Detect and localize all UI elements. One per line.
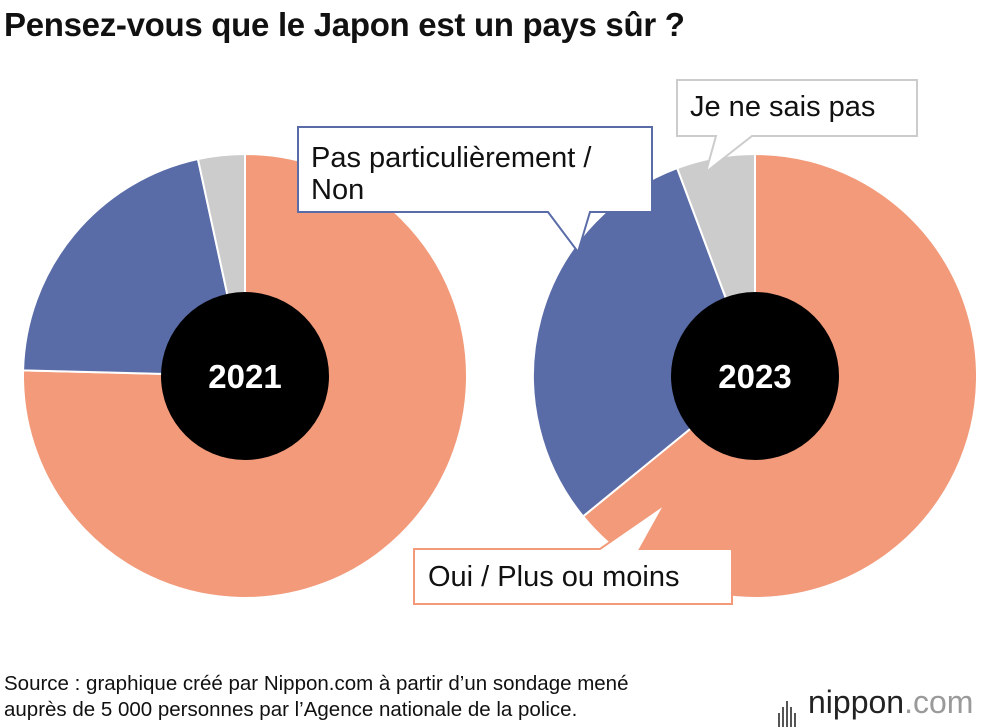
brand-name: nippon [808,684,905,720]
donut-chart-2021: 2021 [22,152,468,599]
callout-non-line-1: Pas particulièrement / [311,142,592,174]
callout-nsp: Je ne sais pas [676,79,918,175]
callout-non-line-2: Non [311,174,364,206]
callout-oui: Oui / Plus ou moins [413,503,733,605]
page-title: Pensez-vous que le Japon est un pays sûr… [4,6,685,43]
callout-nsp-text: Je ne sais pas [690,91,875,123]
donut-hole-2021 [161,292,329,460]
brand-suffix: .com [904,684,974,720]
nippon-logo: nippon .com [778,684,974,727]
source-note: Source : graphique créé par Nippon.com à… [4,671,629,723]
source-line-2: auprès de 5 000 personnes par l’Agence n… [4,698,578,721]
year-label-2021: 2021 [208,358,281,395]
callout-non: Pas particulièrement / Non [297,126,653,255]
source-line-1: Source : graphique créé par Nippon.com à… [4,672,629,695]
year-label-2023: 2023 [718,358,791,395]
donut-hole-2023 [671,292,839,460]
callout-oui-text: Oui / Plus ou moins [428,561,679,593]
logo-mark-icon [778,690,800,727]
donut-chart-2023: 2023 [532,152,978,599]
